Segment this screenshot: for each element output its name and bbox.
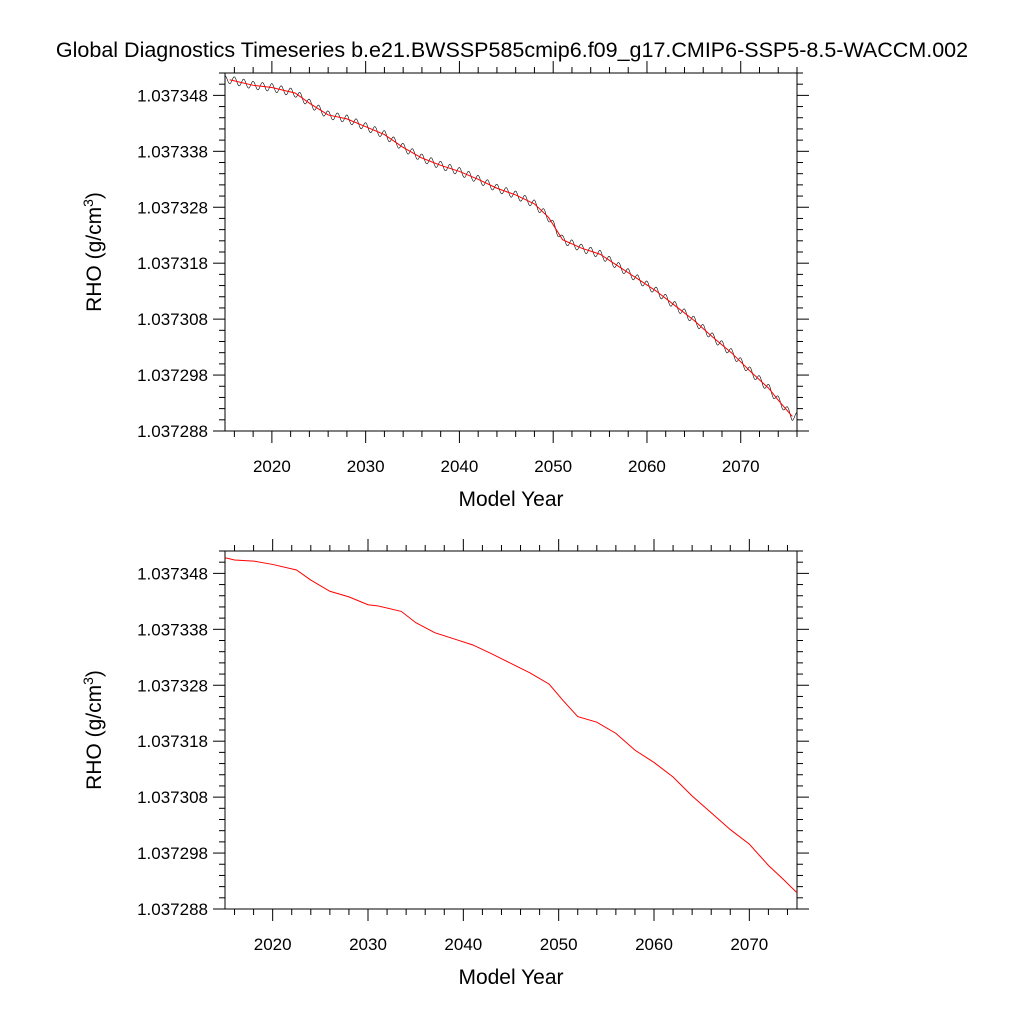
- plot-panel-bottom: 2020 2030 2040 2050 2060 2070 1.037288 1.037298…: [80, 539, 809, 989]
- x-tick-label: 2020: [254, 935, 292, 954]
- y-tick-label: 1.037298: [137, 366, 208, 385]
- y-axis-title: RHO (g/cm3): [80, 192, 106, 312]
- x-tick-label: 2050: [534, 457, 572, 476]
- x-tick-label: 2040: [444, 935, 482, 954]
- x-tick-label: 2070: [722, 457, 760, 476]
- series-line-monthly: [225, 75, 797, 421]
- y-tick-label: 1.037288: [137, 422, 208, 441]
- series-line-smoothed: [229, 79, 793, 417]
- x-tick-label: 2060: [628, 457, 666, 476]
- y-tick-label: 1.037348: [137, 86, 208, 105]
- x-tick-label: 2040: [441, 457, 479, 476]
- y-axis-title: RHO (g/cm3): [80, 670, 106, 790]
- plot-frame: [224, 72, 798, 432]
- chart-title: Global Diagnostics Timeseries b.e21.BWSS…: [55, 38, 969, 62]
- plot-frame: [224, 550, 798, 910]
- y-tick-label: 1.037338: [137, 620, 208, 639]
- x-tick-label: 2050: [540, 935, 578, 954]
- x-axis-title: Model Year: [458, 966, 563, 989]
- x-tick-label: 2030: [347, 457, 385, 476]
- x-tick-label: 2030: [349, 935, 387, 954]
- y-tick-label: 1.037318: [137, 254, 208, 273]
- x-tick-label: 2020: [253, 457, 291, 476]
- x-axis-title: Model Year: [458, 488, 563, 511]
- y-tick-label: 1.037348: [137, 564, 208, 583]
- y-tick-label: 1.037308: [137, 310, 208, 329]
- series-line-smoothed: [225, 557, 797, 894]
- x-tick-label: 2060: [635, 935, 673, 954]
- y-tick-label: 1.037328: [137, 198, 208, 217]
- y-tick-label: 1.037338: [137, 142, 208, 161]
- y-tick-label: 1.037308: [137, 788, 208, 807]
- plot-panel-top: 2020 2030 2040 2050 2060 2070 1.037288 1.037298…: [80, 61, 809, 511]
- x-tick-label: 2070: [730, 935, 768, 954]
- y-tick-label: 1.037318: [137, 732, 208, 751]
- y-tick-label: 1.037288: [137, 900, 208, 919]
- y-tick-label: 1.037298: [137, 844, 208, 863]
- y-tick-label: 1.037328: [137, 676, 208, 695]
